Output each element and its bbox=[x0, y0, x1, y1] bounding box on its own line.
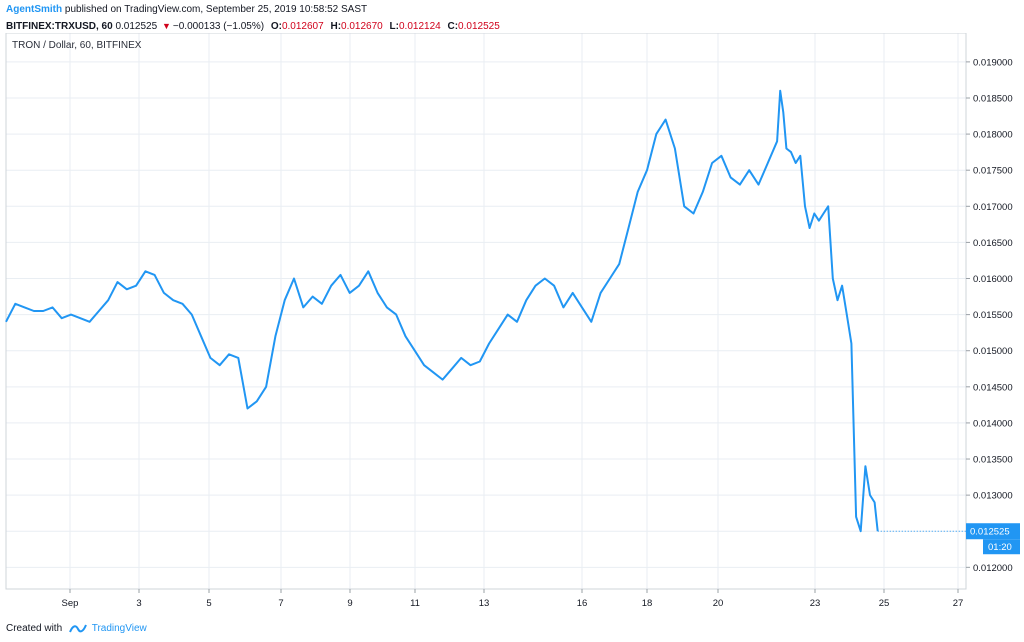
down-arrow-icon: ▼ bbox=[161, 21, 171, 31]
chart-grid bbox=[6, 33, 966, 589]
x-tick-label: 11 bbox=[410, 598, 420, 609]
symbol-label: BITFINEX:TRXUSD, 60 bbox=[6, 21, 113, 32]
y-tick-label: 0.015500 bbox=[973, 310, 1013, 321]
y-tick-label: 0.012000 bbox=[973, 563, 1013, 574]
published-text: published on TradingView.com, September … bbox=[64, 4, 368, 15]
last-price-value: 0.012525 bbox=[970, 527, 1010, 538]
author-link[interactable]: AgentSmith bbox=[6, 4, 63, 15]
close-label: C: bbox=[447, 21, 459, 32]
low-value: 0.012124 bbox=[398, 21, 441, 32]
last-price: 0.012525 bbox=[115, 21, 158, 32]
y-tick-label: 0.014500 bbox=[973, 382, 1013, 393]
price-change: −0.000133 (−1.05%) bbox=[172, 21, 265, 32]
tradingview-logo-icon bbox=[69, 624, 87, 633]
last-price-tag bbox=[966, 523, 1020, 540]
chart-header: AgentSmith published on TradingView.com,… bbox=[6, 2, 1016, 34]
chart-legend: TRON / Dollar, 60, BITFINEX bbox=[12, 40, 142, 51]
publication-line: AgentSmith published on TradingView.com,… bbox=[6, 2, 1016, 18]
x-tick-label: 18 bbox=[642, 598, 653, 609]
y-tick-label: 0.019000 bbox=[973, 57, 1013, 68]
price-tags: 0.012525 01:20 bbox=[877, 523, 1020, 555]
x-tick-label: 27 bbox=[953, 598, 964, 609]
y-tick-label: 0.017000 bbox=[973, 202, 1013, 213]
x-tick-label: Sep bbox=[62, 598, 79, 609]
y-tick-label: 0.015000 bbox=[973, 346, 1013, 357]
x-tick-label: 7 bbox=[278, 598, 283, 609]
y-tick-label: 0.016000 bbox=[973, 274, 1013, 285]
y-tick-label: 0.018500 bbox=[973, 93, 1013, 104]
x-tick-label: 25 bbox=[879, 598, 890, 609]
chart-footer: Created with TradingView bbox=[6, 621, 147, 637]
open-value: 0.012607 bbox=[281, 21, 324, 32]
y-tick-label: 0.018000 bbox=[973, 130, 1013, 141]
x-tick-label: 23 bbox=[810, 598, 821, 609]
price-line[interactable] bbox=[5, 89, 879, 533]
created-with-text: Created with bbox=[6, 623, 63, 634]
y-tick-label: 0.016500 bbox=[973, 238, 1013, 249]
chart-pane-border bbox=[5, 33, 967, 590]
y-tick-label: 0.014000 bbox=[973, 418, 1013, 429]
chart-axes: 0.0120000.0125000.0130000.0135000.014000… bbox=[62, 57, 1013, 609]
close-value: 0.012525 bbox=[458, 21, 500, 32]
countdown-value: 01:20 bbox=[988, 542, 1012, 553]
tradingview-brand[interactable]: TradingView bbox=[91, 623, 147, 634]
x-tick-label: 3 bbox=[136, 598, 141, 609]
y-tick-label: 0.013500 bbox=[973, 455, 1013, 466]
ohlc-line: BITFINEX:TRXUSD, 60 0.012525 ▼ −0.000133 … bbox=[6, 18, 1016, 34]
x-tick-label: 20 bbox=[713, 598, 724, 609]
y-tick-label: 0.013000 bbox=[973, 491, 1013, 502]
open-label: O: bbox=[270, 21, 282, 32]
y-tick-label: 0.017500 bbox=[973, 166, 1013, 177]
x-tick-label: 5 bbox=[206, 598, 211, 609]
price-series[interactable] bbox=[5, 89, 879, 533]
x-tick-label: 9 bbox=[347, 598, 352, 609]
countdown-tag bbox=[983, 539, 1020, 555]
high-value: 0.012670 bbox=[341, 21, 383, 32]
x-tick-label: 13 bbox=[479, 598, 490, 609]
high-label: H: bbox=[330, 21, 342, 32]
x-tick-label: 16 bbox=[577, 598, 588, 609]
low-label: L: bbox=[389, 21, 399, 32]
price-chart[interactable]: 0.0120000.0125000.0130000.0135000.014000… bbox=[0, 33, 1024, 617]
